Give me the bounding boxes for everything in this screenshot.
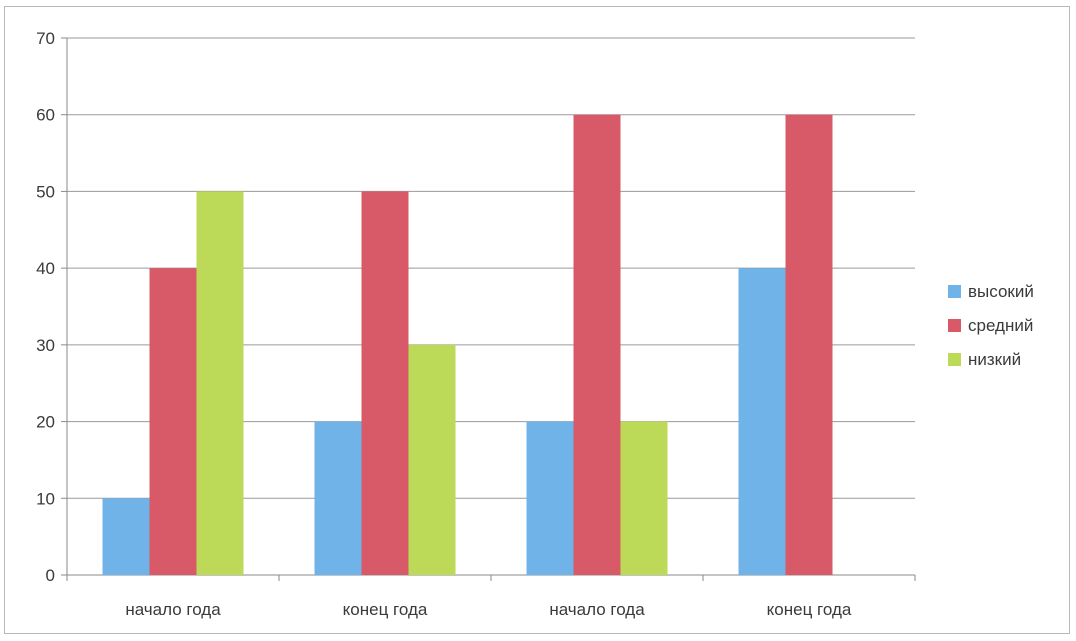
legend-swatch-0 [948, 285, 961, 298]
bar-низкий-2 [620, 421, 668, 575]
bar-высокий-2 [526, 421, 574, 575]
bar-низкий-0 [196, 191, 244, 575]
y-tick-label: 50 [36, 182, 55, 201]
axis-labels: 0 10 20 30 40 50 60 70 начало года конец года нача… [36, 29, 852, 619]
y-tick-label: 70 [36, 29, 55, 48]
legend: высокий средний низкий [948, 282, 1034, 369]
bar-высокий-0 [102, 498, 150, 575]
y-tick-label: 10 [36, 489, 55, 508]
x-category-label: конец года [343, 600, 428, 619]
x-category-label: начало года [549, 600, 645, 619]
bar-высокий-3 [738, 268, 786, 575]
y-tick-label: 0 [46, 566, 55, 585]
legend-swatch-2 [948, 353, 961, 366]
x-category-label: начало года [125, 600, 221, 619]
legend-label-1: средний [968, 316, 1033, 335]
bar-средний-0 [149, 268, 197, 575]
bar-низкий-1 [408, 344, 456, 575]
x-category-label: конец года [767, 600, 852, 619]
y-tick-label: 40 [36, 259, 55, 278]
bar-средний-2 [573, 114, 621, 575]
y-tick-label: 30 [36, 336, 55, 355]
bar-средний-3 [785, 114, 833, 575]
y-tick-label: 60 [36, 106, 55, 125]
bar-средний-1 [361, 191, 409, 575]
legend-label-2: низкий [968, 350, 1021, 369]
legend-swatch-1 [948, 319, 961, 332]
bars [102, 114, 833, 575]
bar-высокий-1 [314, 421, 362, 575]
legend-label-0: высокий [968, 282, 1034, 301]
y-tick-label: 20 [36, 413, 55, 432]
